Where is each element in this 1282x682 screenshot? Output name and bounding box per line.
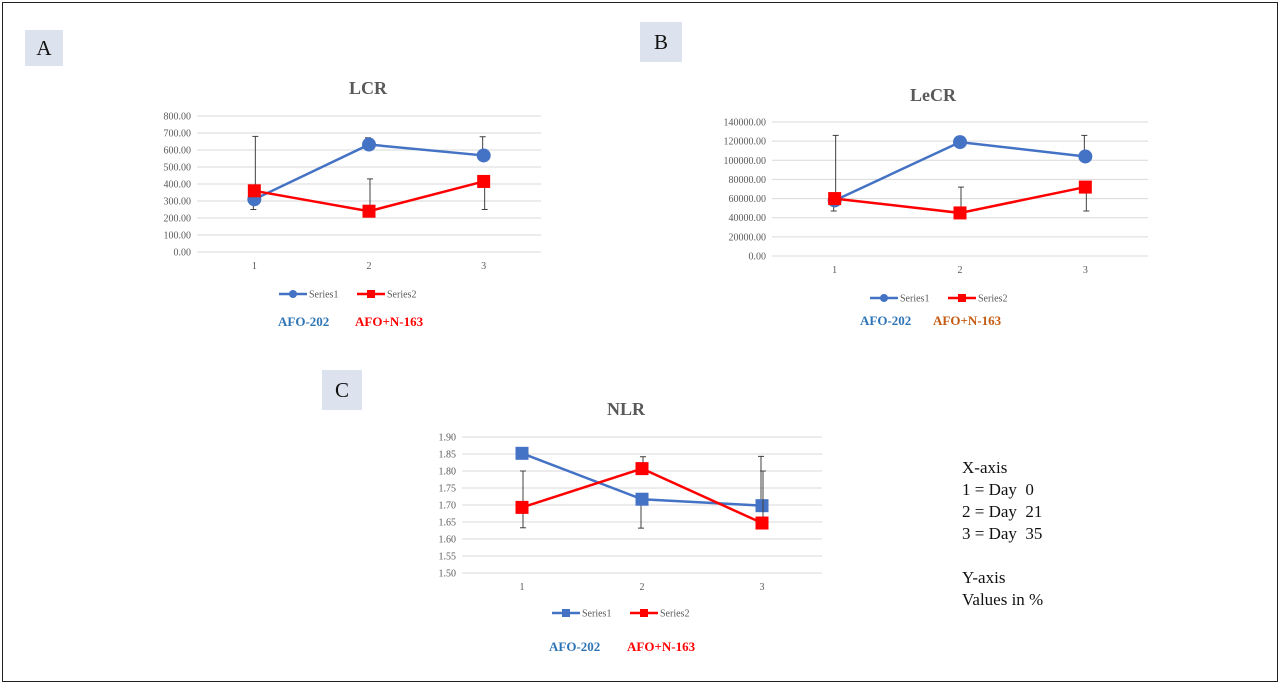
chart-lcr: LCR 0.00 100.00 200.00 300.00 400.00 500.00 600… [164,78,541,301]
y-tick-label: 400.00 [164,180,192,191]
y-tick-label: 200.00 [164,214,192,225]
y-tick-label: 1.65 [439,518,457,529]
legend-marker [289,290,297,298]
y-tick-label: 500.00 [164,163,192,174]
y-tick-label: 0.00 [749,252,767,263]
y-tick-label: 1.85 [439,450,457,461]
data-point [247,184,261,198]
y-tick-label: 120000.00 [724,137,767,148]
y-tick-label: 800.00 [164,112,192,123]
data-point [477,174,491,188]
legend-marker [562,609,570,617]
data-point [362,204,376,218]
y-tick-label: 100000.00 [724,156,767,167]
data-point [635,492,649,506]
legend-label-series2: Series2 [387,290,416,301]
chart-title-lcr: LCR [349,78,388,98]
y-tick-label: 1.75 [439,484,457,495]
y-tick-label: 1.60 [439,535,457,546]
data-point [953,206,967,220]
y-tick-label: 600.00 [164,146,192,157]
chart-lecr: LeCR 0.00 20000.00 40000.00 60000.00 80000.00… [724,85,1148,305]
caption-nlr-series1: AFO-202 [549,639,601,654]
data-point [755,499,769,513]
y-tick-label: 300.00 [164,197,192,208]
y-tick-label: 700.00 [164,129,192,140]
x-axis-note-3: 3 = Day 35 [962,524,1043,543]
y-tick-label: 140000.00 [724,118,767,129]
x-tick-label: 1 [520,582,525,593]
panel-label-c: C [322,370,362,410]
y-tick-label: 60000.00 [729,194,767,205]
legend-label-series1: Series1 [900,294,929,305]
caption-lcr-series1: AFO-202 [278,314,330,329]
caption-lecr-series2: AFO+N-163 [933,313,1002,328]
chart-title-lecr: LeCR [910,85,957,105]
y-tick-label: 100.00 [164,231,192,242]
caption-lcr-series2: AFO+N-163 [355,314,424,329]
legend-label-series2: Series2 [978,294,1007,305]
y-tick-label: 1.90 [439,433,457,444]
legend-label-series2: Series2 [660,609,689,620]
x-tick-label: 3 [481,261,486,272]
data-point [635,462,649,476]
legend-marker [367,290,375,298]
x-axis-note-title: X-axis [962,458,1008,477]
y-tick-label: 20000.00 [729,232,767,243]
x-tick-label: 1 [252,261,257,272]
y-tick-label: 40000.00 [729,213,767,224]
x-tick-label: 3 [760,582,765,593]
legend-label-series1: Series1 [309,290,338,301]
legend-marker [880,294,888,302]
x-tick-label: 3 [1083,265,1088,276]
data-point [515,446,529,460]
x-axis-note-1: 1 = Day 0 [962,480,1034,499]
y-axis-note-title: Y-axis [962,568,1006,587]
caption-lecr-series1: AFO-202 [860,313,912,328]
data-point [1078,149,1093,164]
legend-label-series1: Series1 [582,609,611,620]
legend-marker [640,609,648,617]
y-tick-label: 0.00 [174,248,192,259]
chart-title-nlr: NLR [607,399,646,419]
x-tick-label: 1 [832,265,837,276]
data-point [362,137,376,152]
axis-notes: X-axis 1 = Day 0 2 = Day 21 3 = Day 35 Y… [962,457,1043,611]
y-tick-label: 1.55 [439,552,457,563]
data-point [953,135,967,150]
y-tick-label: 80000.00 [729,175,767,186]
panel-label-b: B [640,22,682,62]
x-tick-label: 2 [640,582,645,593]
y-tick-label: 1.80 [439,467,457,478]
y-tick-label: 1.70 [439,501,457,512]
x-axis-note-2: 2 = Day 21 [962,502,1043,521]
panel-label-a: A [25,30,63,66]
data-point [476,148,491,163]
data-point [828,192,842,206]
legend-marker [958,294,966,302]
caption-nlr-series2: AFO+N-163 [627,639,696,654]
x-tick-label: 2 [367,261,372,272]
x-tick-label: 2 [958,265,963,276]
data-point [515,500,529,514]
y-axis-note-desc: Values in % [962,590,1044,609]
data-point [1078,180,1092,194]
y-tick-label: 1.50 [439,569,457,580]
data-point [755,516,769,530]
